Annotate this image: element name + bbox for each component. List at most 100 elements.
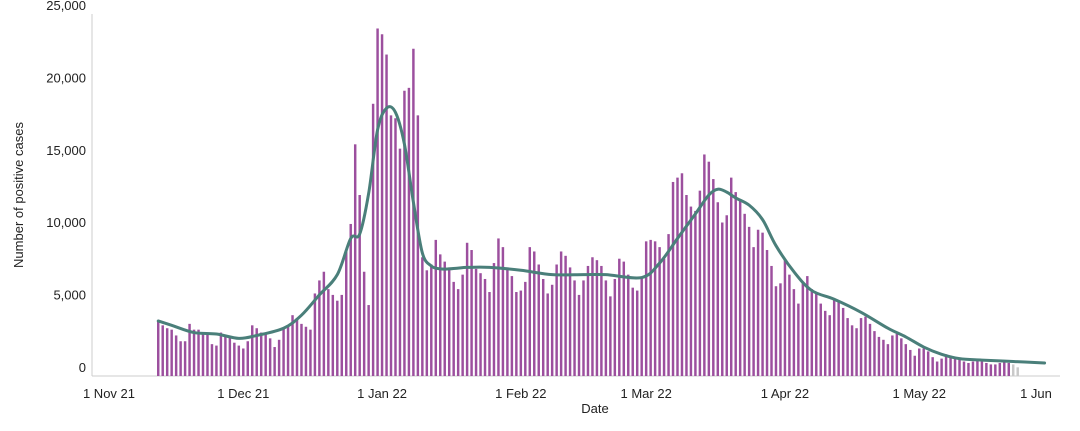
bar [555, 264, 558, 376]
bar [215, 345, 218, 376]
bar [541, 278, 545, 376]
bar [577, 294, 581, 376]
bar [658, 247, 661, 376]
bar [694, 210, 697, 376]
bar [255, 328, 258, 376]
bar [662, 258, 666, 376]
bar [649, 239, 652, 376]
y-tick-label: 10,000 [46, 215, 86, 230]
bar [707, 161, 711, 376]
bar [340, 294, 343, 376]
bar [756, 229, 760, 376]
y-axis-ticks: 0 5,000 10,000 15,000 20,000 25,000 [46, 0, 86, 375]
bar [779, 283, 782, 376]
bar [533, 251, 536, 376]
bar [877, 336, 881, 376]
bar [940, 358, 943, 376]
x-axis-ticks: 1 Nov 21 1 Dec 21 1 Jan 22 1 Feb 22 1 Mar 22… [83, 386, 1052, 401]
bar [506, 267, 509, 376]
bar [985, 362, 988, 376]
bar [376, 28, 379, 376]
bar [268, 338, 272, 376]
x-tick-label: 1 Apr 22 [761, 386, 809, 401]
bar [703, 154, 706, 376]
bar [345, 250, 348, 376]
bar [179, 341, 182, 376]
bar [573, 280, 576, 376]
bar [698, 190, 702, 376]
bar [304, 326, 308, 376]
bar [286, 326, 290, 376]
bar [824, 310, 827, 376]
bar [371, 103, 375, 376]
bar [967, 362, 970, 376]
bar [568, 267, 572, 376]
bar [259, 332, 263, 376]
bar [738, 200, 742, 376]
y-tick-label: 15,000 [46, 143, 86, 158]
bar [944, 354, 948, 376]
bar [667, 234, 670, 376]
bar [832, 299, 836, 376]
bar [295, 318, 299, 376]
bar [452, 281, 455, 376]
bar [837, 302, 840, 376]
bar [192, 329, 196, 376]
bar [470, 250, 473, 376]
bar [273, 347, 276, 376]
bar [770, 265, 773, 376]
bar [380, 34, 384, 377]
bar [761, 232, 764, 376]
bar [474, 268, 478, 376]
bar [367, 305, 370, 376]
bar [358, 195, 361, 376]
bar [537, 264, 540, 376]
bar [873, 331, 876, 376]
bar [1003, 361, 1006, 376]
bar [788, 274, 791, 376]
bar [403, 90, 406, 377]
bar [918, 348, 921, 376]
bar [224, 335, 227, 376]
bar [586, 265, 590, 376]
bar [913, 355, 916, 376]
bar [716, 202, 720, 376]
bar [895, 334, 899, 376]
bar [828, 315, 831, 376]
bar [931, 357, 934, 376]
y-axis-title: Number of positive cases [11, 122, 26, 268]
bar [962, 361, 966, 376]
bar [689, 206, 693, 376]
bar [465, 242, 469, 376]
bar [170, 329, 173, 376]
bar [653, 241, 657, 376]
bar [412, 48, 415, 376]
bar [165, 328, 169, 376]
bar [546, 293, 549, 376]
bar [461, 274, 464, 376]
bar [519, 290, 523, 376]
bar [591, 257, 594, 376]
bar [806, 276, 809, 376]
bar [492, 263, 496, 376]
bar [676, 177, 679, 376]
bar [850, 325, 854, 376]
bar [188, 323, 191, 376]
bar [774, 286, 778, 376]
bar [447, 267, 451, 376]
bar [318, 280, 321, 376]
bar [331, 294, 335, 376]
bar [559, 251, 563, 376]
y-tick-label: 25,000 [46, 0, 86, 13]
y-tick-label: 20,000 [46, 70, 86, 85]
bar [434, 239, 438, 376]
bar [640, 277, 643, 376]
bar [783, 260, 787, 376]
bar [949, 355, 952, 376]
bar [313, 293, 317, 376]
bar [157, 320, 160, 376]
bar [362, 271, 366, 376]
bar [389, 115, 393, 377]
bar [953, 357, 957, 376]
